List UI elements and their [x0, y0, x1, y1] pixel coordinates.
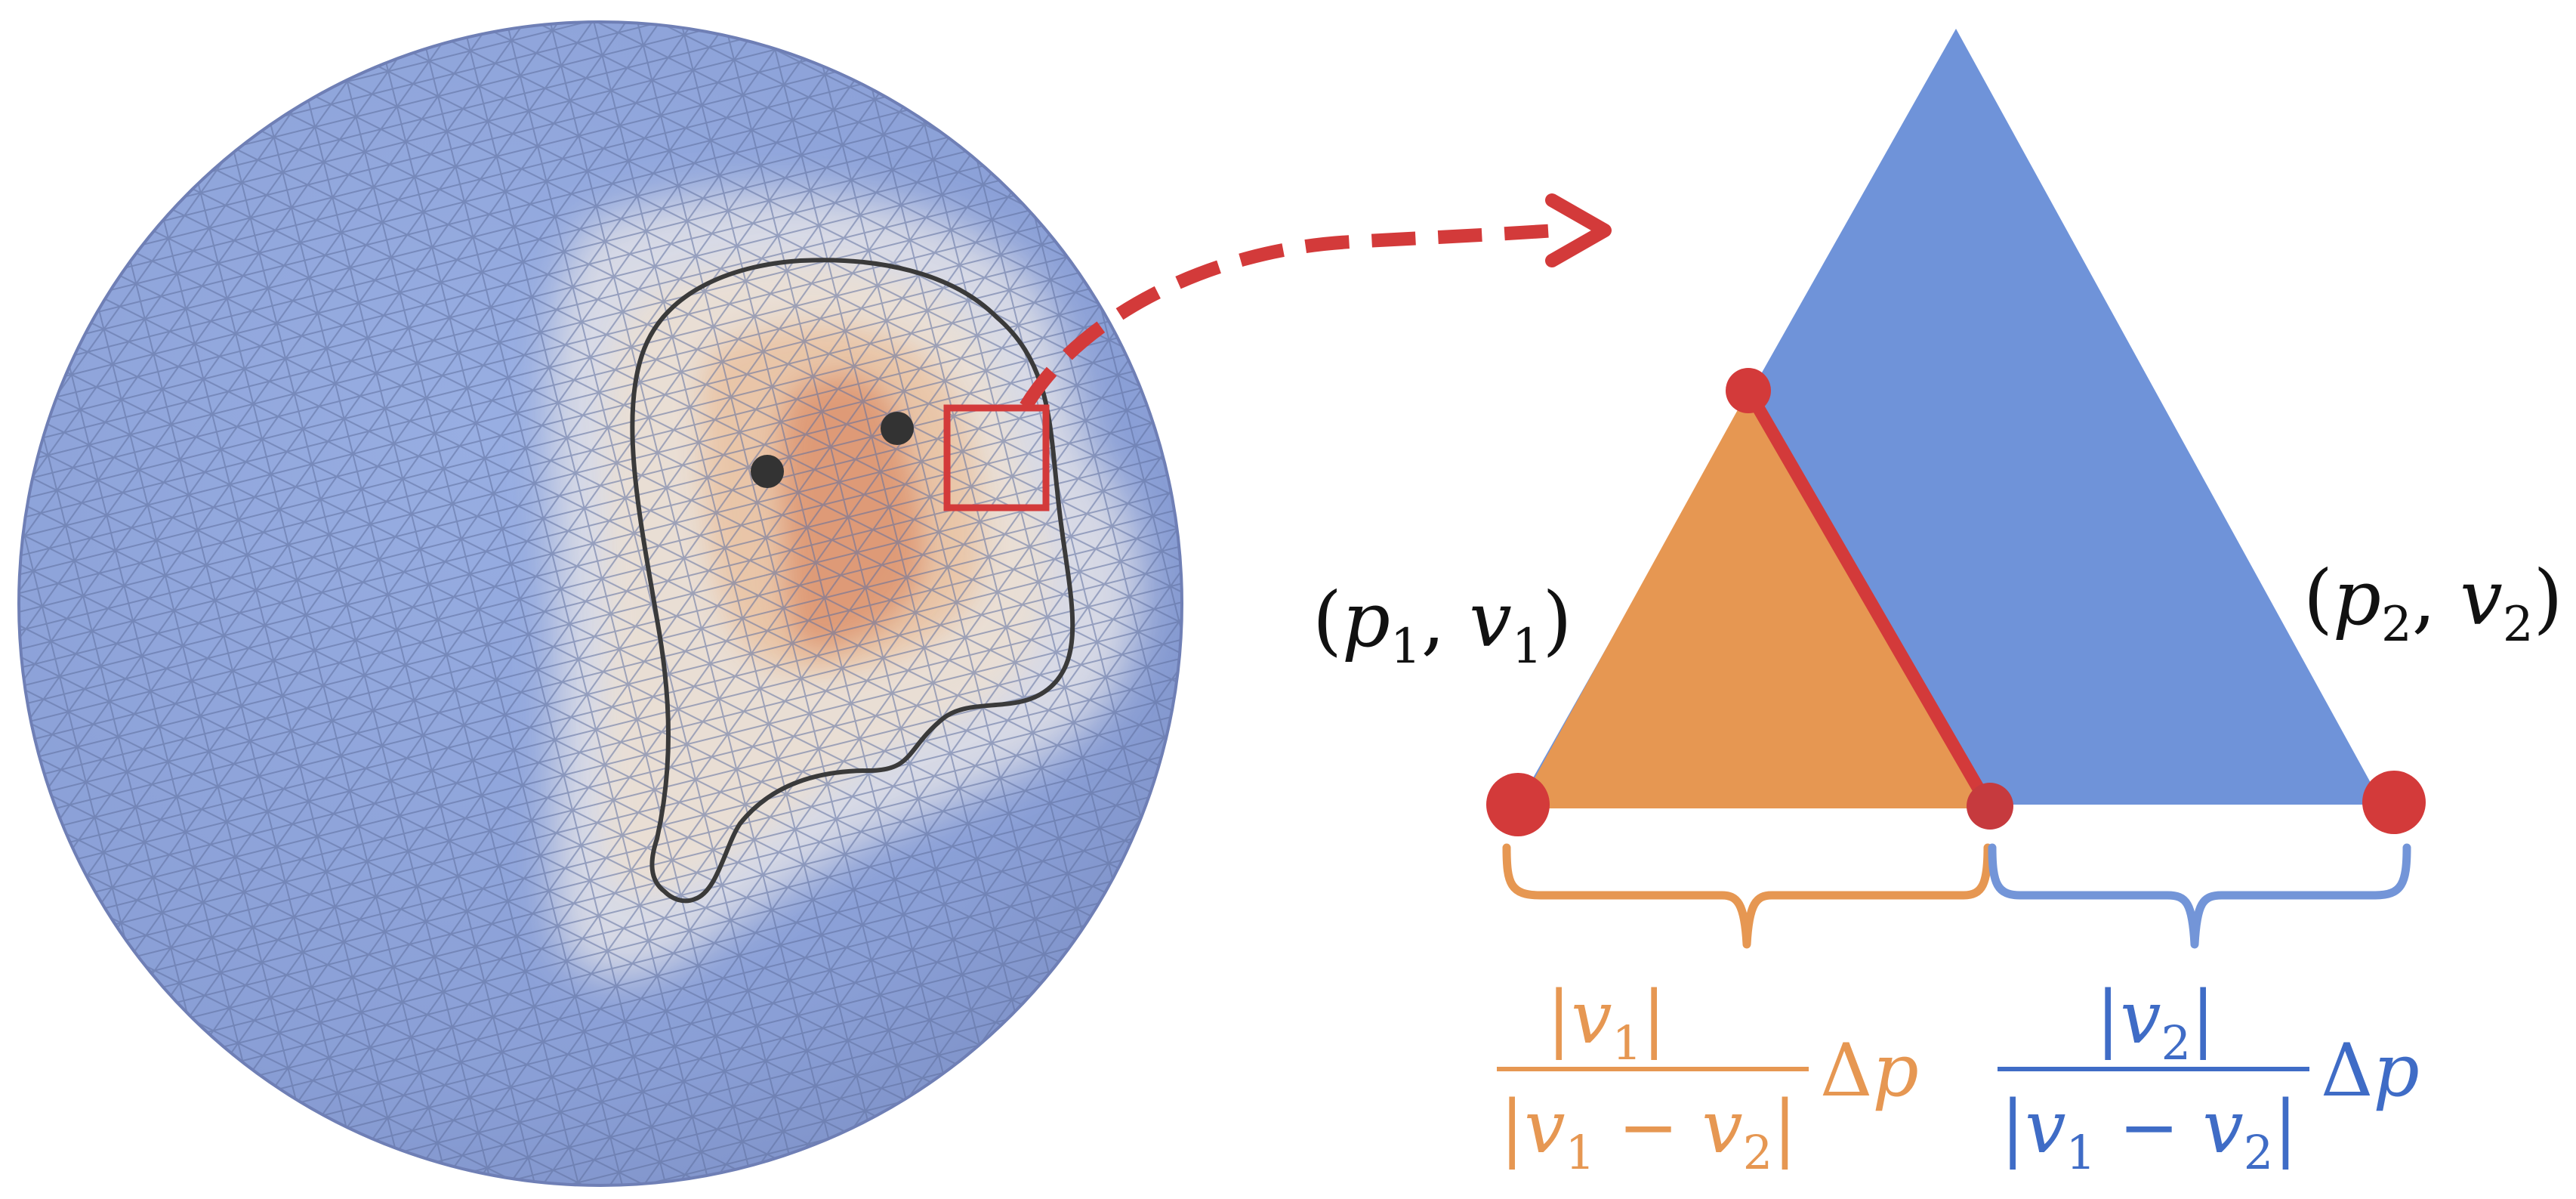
formula-right-delta: Δp [2321, 1028, 2420, 1113]
formula-right-numerator: |v2| [2096, 975, 2215, 1071]
vertex-zero-crossing [1967, 783, 2013, 830]
interpolation-diagram [1486, 29, 2426, 836]
mesh-sphere [17, 20, 1183, 1187]
dashed-arrow-path [1020, 224, 1556, 410]
vertex-left [1486, 773, 1550, 836]
formula-left: |v1| |v1 − v2| Δp [1497, 975, 1919, 1180]
vertex-right [2362, 771, 2426, 834]
triangle-mesh [19, 22, 1182, 1185]
formula-left-delta: Δp [1820, 1028, 1919, 1113]
formula-left-numerator: |v1| [1547, 975, 1666, 1071]
arrow-head [1545, 193, 1612, 267]
label-left-point: (p1, v1) [1313, 576, 1572, 675]
sphere-outline [17, 20, 1183, 1187]
brace-right [1988, 843, 2411, 949]
orange-triangle [1518, 391, 1990, 808]
brace-left [1502, 843, 1992, 949]
label-right-point: (p2, v2) [2303, 554, 2563, 653]
interpolation-edge [1741, 384, 1997, 815]
source-point-left [751, 455, 784, 488]
source-point-right [881, 412, 914, 445]
formula-right-denominator: |v1 − v2| [2001, 1085, 2298, 1180]
vertex-top [1726, 368, 1771, 413]
zoom-arrow [1020, 193, 1612, 410]
sphere-surface [19, 22, 1182, 1185]
highlight-box [943, 404, 1050, 511]
formula-left-denominator: |v1 − v2| [1500, 1085, 1797, 1180]
formula-right: |v2| |v1 − v2| Δp [1998, 975, 2420, 1180]
level-set-curve [630, 258, 1075, 904]
